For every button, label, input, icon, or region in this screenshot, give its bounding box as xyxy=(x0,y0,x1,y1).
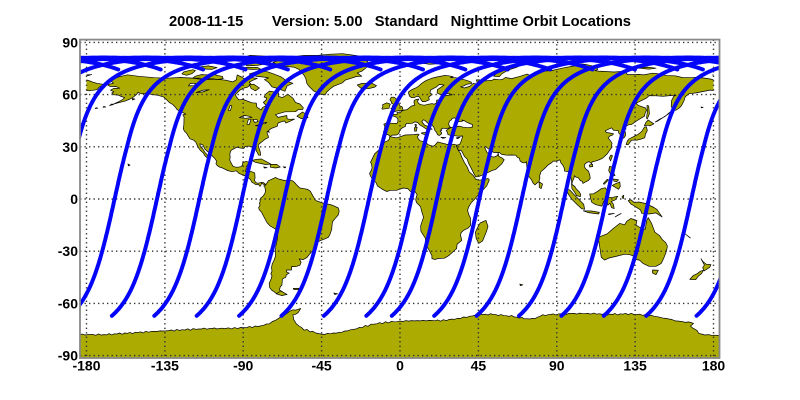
svg-text:-180: -180 xyxy=(72,358,100,374)
svg-text:2008-11-15 Version: 5.00: 2008-11-15 Version: 5.00 Standard Nightt… xyxy=(169,14,631,30)
svg-text:45: 45 xyxy=(471,358,487,374)
svg-text:-45: -45 xyxy=(311,358,331,374)
svg-text:180: 180 xyxy=(702,358,726,374)
svg-text:-90: -90 xyxy=(58,348,78,364)
svg-text:-30: -30 xyxy=(58,243,78,259)
svg-text:0: 0 xyxy=(396,358,404,374)
svg-text:0: 0 xyxy=(70,191,78,207)
svg-text:60: 60 xyxy=(62,87,78,103)
svg-text:-90: -90 xyxy=(233,358,253,374)
svg-text:135: 135 xyxy=(623,358,647,374)
svg-text:90: 90 xyxy=(62,34,78,50)
svg-text:-135: -135 xyxy=(151,358,179,374)
svg-text:-60: -60 xyxy=(58,295,78,311)
svg-text:90: 90 xyxy=(549,358,565,374)
svg-text:30: 30 xyxy=(62,139,78,155)
